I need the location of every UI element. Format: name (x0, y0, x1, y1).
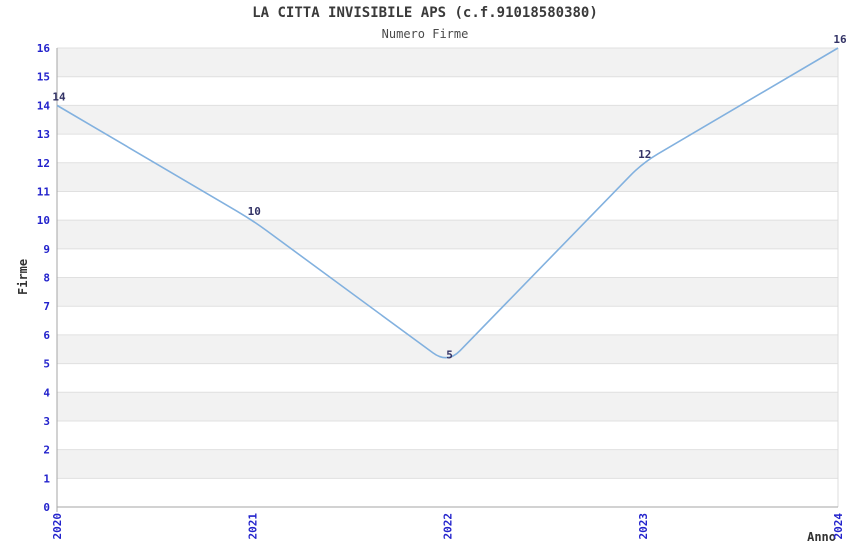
series-line (56, 47, 839, 359)
x-tick-label: 2021 (246, 513, 259, 540)
x-tick-label: 2022 (442, 513, 455, 540)
y-tick-label: 0 (43, 501, 50, 514)
y-tick-label: 6 (43, 329, 50, 342)
plot-band (57, 277, 838, 307)
data-label: 12 (638, 148, 651, 161)
y-tick-label: 5 (43, 358, 50, 371)
data-label: 10 (248, 205, 261, 218)
y-tick-label: 10 (37, 214, 50, 227)
y-tick-label: 15 (37, 71, 50, 84)
x-tick-label: 2024 (832, 513, 845, 540)
y-tick-label: 12 (37, 157, 50, 170)
plot-band (57, 162, 838, 192)
y-tick-label: 16 (37, 42, 51, 55)
plot-band (57, 48, 838, 77)
data-label: 16 (833, 33, 847, 46)
y-tick-label: 13 (37, 128, 50, 141)
y-tick-label: 4 (43, 386, 50, 399)
chart-title: LA CITTA INVISIBILE APS (c.f.91018580380… (252, 5, 598, 21)
y-tick-label: 7 (43, 300, 50, 313)
y-tick-label: 2 (43, 444, 50, 457)
y-tick-label: 3 (43, 415, 50, 428)
plot-band (57, 220, 838, 249)
y-tick-label: 9 (43, 243, 50, 256)
chart-subtitle: Numero Firme (381, 27, 469, 41)
y-tick-label: 8 (43, 272, 50, 285)
y-tick-label: 11 (37, 185, 51, 198)
x-axis-title: Anno (807, 530, 836, 544)
plot-band (57, 334, 838, 364)
y-tick-label: 14 (37, 99, 51, 112)
plot-band (57, 449, 838, 479)
plot-band (57, 105, 838, 135)
data-label: 14 (52, 90, 66, 103)
data-label: 5 (446, 349, 453, 362)
plot-band (57, 392, 838, 421)
y-tick-label: 1 (43, 472, 50, 485)
x-tick-label: 2020 (51, 513, 64, 540)
x-tick-label: 2023 (637, 513, 650, 540)
